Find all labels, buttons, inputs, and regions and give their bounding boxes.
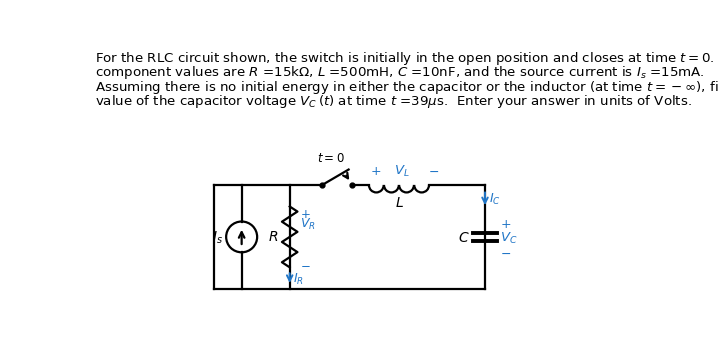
Text: Assuming there is no initial energy in either the capacitor or the inductor (at : Assuming there is no initial energy in e… — [95, 79, 718, 96]
Text: $R$: $R$ — [268, 230, 278, 244]
Text: $-$: $-$ — [500, 247, 512, 260]
Text: component values are $R$ =15k$\Omega$, $L$ =500mH, $C$ =10nF, and the source cur: component values are $R$ =15k$\Omega$, $… — [95, 64, 704, 81]
Text: $C$: $C$ — [458, 232, 470, 245]
Text: $-$: $-$ — [300, 258, 310, 271]
Text: $I_s$: $I_s$ — [212, 229, 223, 246]
Text: $I_R$: $I_R$ — [293, 272, 304, 287]
Text: $V_L$: $V_L$ — [394, 164, 410, 179]
Text: $+$: $+$ — [370, 165, 381, 178]
Text: $L$: $L$ — [394, 196, 404, 210]
Text: $I_C$: $I_C$ — [489, 192, 500, 207]
Text: $+$: $+$ — [500, 218, 512, 231]
Text: $+$: $+$ — [300, 208, 310, 221]
Text: $t = 0$: $t = 0$ — [317, 152, 345, 165]
Text: $V_C$: $V_C$ — [500, 231, 518, 246]
Text: $V_R$: $V_R$ — [300, 217, 316, 232]
Text: value of the capacitor voltage $V_C\,(t)$ at time $t$ =39$\mu$s.  Enter your ans: value of the capacitor voltage $V_C\,(t)… — [95, 93, 692, 110]
Text: For the RLC circuit shown, the switch is initially in the open position and clos: For the RLC circuit shown, the switch is… — [95, 50, 718, 67]
Text: $-$: $-$ — [428, 165, 439, 178]
